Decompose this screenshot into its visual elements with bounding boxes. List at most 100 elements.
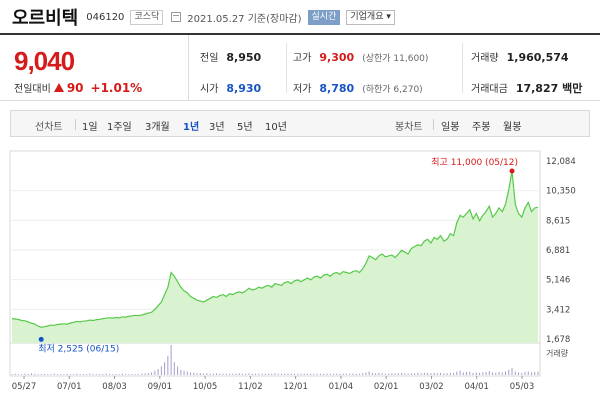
company-overview-button[interactable]: 기업개요 ▾ [346,9,395,25]
volume-bar [495,372,497,375]
volume-bar [365,372,367,375]
volume-bar [108,374,110,375]
volume-bar [277,373,279,375]
volume-bar [319,373,321,375]
candle-weekly[interactable]: 주봉 [472,122,491,133]
prev-close-value: 8,950 [226,51,262,64]
volume-bar [345,373,347,375]
divider [462,43,463,93]
volume-label: 거래량 [546,348,569,358]
price-change: 전일대비 90 +1.01% [14,80,142,96]
volume-bar [531,372,533,375]
period-3y[interactable]: 3년 [209,122,225,133]
volume-bar [138,374,140,375]
x-tick-label: 04/01 [464,382,489,392]
divider [433,119,434,130]
volume-bar [183,370,185,375]
volume-bar [436,373,438,375]
volume-bar [216,373,218,375]
volume-bar [89,373,91,375]
volume-bar [339,373,341,375]
volume-bar [466,372,468,375]
volume-bar [274,373,276,375]
volume-bar [66,373,68,375]
volume-bar [472,372,474,375]
volume-bar [144,373,146,375]
volume-bar [134,374,136,375]
line-chart-label: 선차트 [35,122,63,133]
volume-bar [99,374,101,375]
y-tick-label: 1,678 [546,335,570,345]
prev-close-label: 전일 [200,53,219,64]
volume-bar [47,374,49,375]
x-tick-label: 03/02 [419,382,444,392]
volume-bar [190,372,192,375]
amount-value: 17,827 백만 [515,82,583,95]
prev-close: 전일 8,950 [200,49,261,64]
volume-bar [417,372,419,375]
x-tick-label: 09/01 [148,382,173,392]
volume-bar [95,374,97,375]
volume-bar [37,374,39,375]
volume-bar [284,373,286,375]
volume-bar [30,373,32,375]
high-price: 고가 9,300 (상한가 11,600) [293,49,428,64]
volume-bar [251,373,253,375]
period-5y[interactable]: 5년 [237,122,253,133]
volume-bar [414,373,416,375]
volume-bar [521,372,523,375]
period-1d[interactable]: 1일 [82,122,98,133]
volume-bar [69,374,71,375]
calendar-icon [171,12,182,22]
volume-bar [27,374,29,375]
period-1y[interactable]: 1년 [183,122,200,133]
y-tick-label: 3,412 [546,305,570,315]
volume-bar [112,374,114,375]
volume-bar [271,373,273,375]
realtime-button[interactable]: 실시간 [307,9,341,25]
volume-bar [255,373,257,375]
volume-bar [453,372,455,375]
candle-chart-label: 봉차트 [395,122,423,133]
volume-bar [173,362,175,375]
period-3m[interactable]: 3개월 [145,122,170,133]
quote-date: 2021.05.27 기준(장마감) [187,13,302,25]
volume-bar [212,373,214,375]
volume-bar [397,373,399,375]
volume-bar [73,374,75,375]
candle-daily[interactable]: 일봉 [441,122,460,133]
volume-value: 1,960,574 [506,51,569,64]
volume-bar [209,373,211,375]
volume-bar [391,373,393,375]
y-tick-label: 6,881 [546,246,570,256]
period-1w[interactable]: 1주일 [107,122,132,133]
low-price: 저가 8,780 (하한가 6,270) [293,80,423,95]
candle-monthly[interactable]: 월봉 [503,122,522,133]
volume-bar [268,373,270,375]
volume-bar [469,371,471,375]
up-triangle-icon [53,83,64,92]
volume-bar [511,368,513,375]
volume-bar [219,373,221,375]
volume: 거래량 1,960,574 [471,49,569,64]
x-tick-label: 10/05 [193,382,218,392]
x-tick-label: 01/04 [329,382,354,392]
volume-bar [488,371,490,375]
volume-bar [518,372,520,375]
volume-bar [368,371,370,375]
volume-bar [203,373,205,375]
volume-bar [92,374,94,375]
volume-bar [430,373,432,375]
volume-bar [258,373,260,375]
volume-bar [514,371,516,375]
volume-bar [245,373,247,375]
volume-bar [410,373,412,375]
period-10y[interactable]: 10년 [265,122,287,133]
volume-bar [264,373,266,375]
volume-bar [375,373,377,375]
volume-bar [14,373,16,375]
volume-bar [404,373,406,375]
y-tick-label: 10,350 [546,187,576,197]
volume-bar [56,374,58,375]
max-label: 최고 11,000 (05/12) [431,157,518,168]
